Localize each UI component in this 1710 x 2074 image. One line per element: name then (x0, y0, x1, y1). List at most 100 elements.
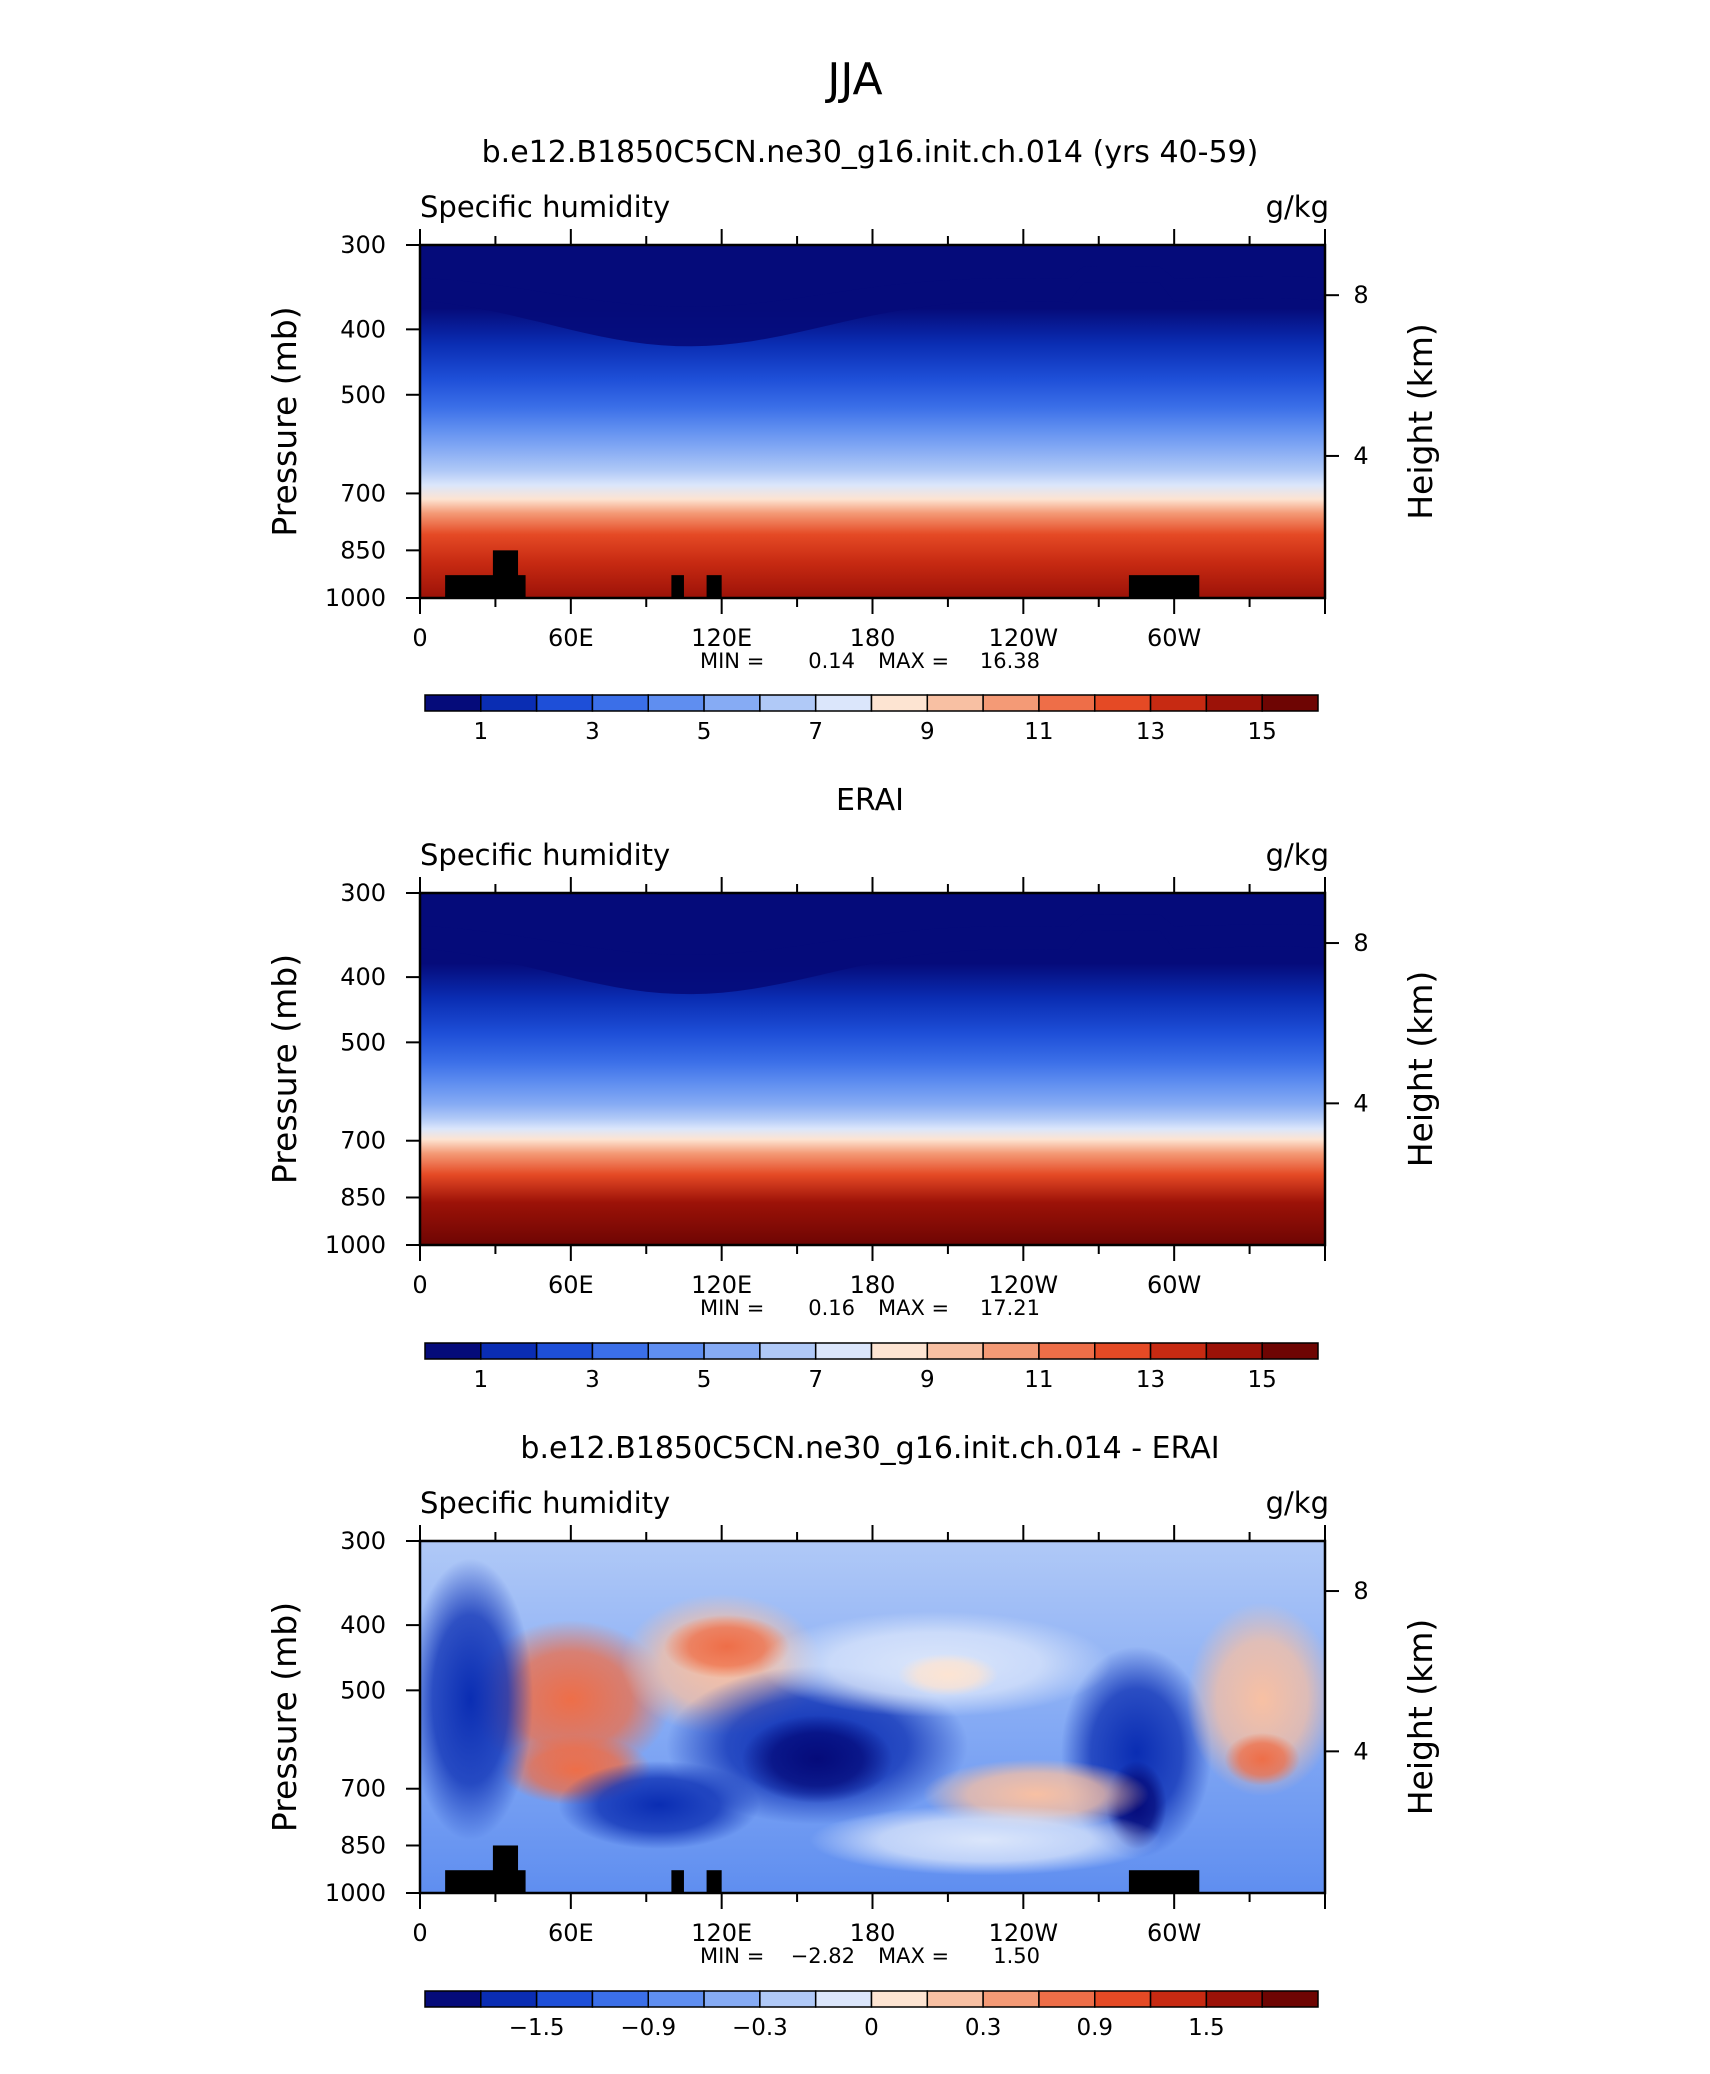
y-tick-label: 700 (340, 1775, 386, 1803)
contour-band (420, 245, 1325, 307)
anomaly-blob (1224, 1732, 1300, 1786)
colorbar-swatch (480, 1990, 538, 2008)
x-tick-label: 120E (691, 624, 752, 652)
y-axis-title: Pressure (mb) (265, 306, 304, 536)
min-label: MIN = (700, 1944, 764, 1968)
y-tick-label: 400 (340, 963, 386, 991)
x-tick-label: 120W (989, 1271, 1059, 1299)
colorbar-swatch (1261, 1342, 1319, 1360)
terrain-mask (706, 575, 722, 598)
terrain-mask (1128, 575, 1200, 598)
anomaly-blob (663, 1614, 790, 1679)
y-axis-title: Pressure (mb) (265, 954, 304, 1184)
season-title: JJA (824, 54, 882, 105)
x-tick-label: 60W (1147, 1919, 1201, 1947)
colorbar-swatch (814, 1990, 873, 2008)
colorbar-swatch (1094, 1342, 1152, 1360)
y-tick-label: 300 (340, 879, 386, 907)
terrain-mask (671, 1870, 684, 1893)
colorbar-swatch (647, 1990, 705, 2008)
max-label: MAX = (878, 649, 949, 673)
panel-title: ERAI (836, 783, 904, 818)
x-tick-label: 180 (850, 1271, 896, 1299)
y-tick-label: 500 (340, 1676, 386, 1704)
colorbar-swatch (1094, 694, 1152, 712)
colorbar-swatch (759, 694, 817, 712)
colorbar-label: 9 (920, 1367, 935, 1393)
min-value: −2.82 (791, 1944, 855, 1968)
colorbar-label: 0 (864, 2015, 879, 2041)
y-tick-label: 400 (340, 1611, 386, 1639)
colorbar-label: 0.3 (965, 2015, 1002, 2041)
colorbar-label: 15 (1248, 1367, 1277, 1393)
terrain-mask (492, 550, 519, 598)
colorbar-swatch (535, 694, 594, 712)
y-tick-label: 400 (340, 315, 386, 343)
y-axis-title-right: Height (km) (1401, 1619, 1440, 1816)
panel-title: b.e12.B1850C5CN.ne30_g16.init.ch.014 (yr… (482, 135, 1259, 170)
y-tick-label: 1000 (325, 1879, 386, 1907)
colorbar-swatch (1038, 1342, 1096, 1360)
panel-title: b.e12.B1850C5CN.ne30_g16.init.ch.014 - E… (520, 1431, 1219, 1466)
colorbar: 1 3 5 7 9 11 13 15 (424, 694, 1319, 745)
y-tick-label: 300 (340, 1527, 386, 1555)
anomaly-blob (558, 1761, 760, 1849)
colorbar-swatch (703, 1990, 761, 2008)
colorbar-swatch (982, 1342, 1040, 1360)
variable-label: Specific humidity (420, 190, 670, 224)
colorbar-swatch (1149, 1990, 1208, 2008)
terrain-mask (671, 575, 684, 598)
y-tick-label: 1000 (325, 584, 386, 612)
max-value: 16.38 (980, 649, 1040, 673)
max-value: 17.21 (980, 1296, 1040, 1320)
min-label: MIN = (700, 649, 764, 673)
colorbar-swatch (926, 694, 984, 712)
height-tick-label: 8 (1353, 281, 1368, 309)
colorbar-label: 1 (473, 1367, 488, 1393)
colorbar-label: 0.9 (1076, 2015, 1113, 2041)
y-tick-label: 850 (340, 1831, 386, 1859)
x-tick-label: 120E (691, 1919, 752, 1947)
colorbar-label: 5 (697, 1367, 712, 1393)
colorbar-label: 9 (920, 719, 935, 745)
units-label: g/kg (1266, 190, 1329, 224)
terrain-mask (706, 1870, 722, 1893)
colorbar-label: 11 (1024, 1367, 1053, 1393)
height-tick-label: 4 (1353, 442, 1368, 470)
y-tick-label: 850 (340, 536, 386, 564)
max-value: 1.50 (993, 1944, 1040, 1968)
colorbar-swatch (926, 1342, 984, 1360)
height-tick-label: 4 (1353, 1089, 1368, 1117)
panel-2: ERAI Specific humidity g/kg 0 60E 120E 180 120W… (265, 783, 1440, 1393)
x-tick-label: 120E (691, 1271, 752, 1299)
units-label: g/kg (1266, 838, 1329, 872)
colorbar-swatch (1205, 694, 1263, 712)
y-tick-label: 300 (340, 231, 386, 259)
colorbar-swatch (480, 1342, 538, 1360)
colorbar-label: −1.5 (509, 2015, 565, 2041)
colorbar-swatch (982, 694, 1040, 712)
colorbar-swatch (703, 1342, 761, 1360)
colorbar-swatch (1038, 694, 1096, 712)
max-label: MAX = (878, 1296, 949, 1320)
panel-1: b.e12.B1850C5CN.ne30_g16.init.ch.014 (yr… (265, 135, 1440, 745)
x-tick-label: 0 (412, 1919, 427, 1947)
x-tick-label: 60W (1147, 624, 1201, 652)
anomaly-blob (897, 1653, 999, 1696)
x-tick-label: 60E (548, 1919, 594, 1947)
y-axis-title: Pressure (mb) (265, 1602, 304, 1832)
colorbar-swatch (591, 1990, 649, 2008)
colorbar-label: 3 (585, 1367, 600, 1393)
x-tick-label: 180 (850, 624, 896, 652)
x-tick-label: 60E (548, 1271, 594, 1299)
colorbar-swatch (1205, 1990, 1263, 2008)
terrain-mask (492, 1845, 519, 1893)
units-label: g/kg (1266, 1486, 1329, 1520)
colorbar-swatch (591, 1342, 649, 1360)
anomaly-blob (420, 1558, 534, 1841)
height-tick-label: 8 (1353, 1577, 1368, 1605)
colorbar-swatch (982, 1990, 1040, 2008)
colorbar-label: 11 (1024, 719, 1053, 745)
anomaly-blob (809, 1805, 1162, 1876)
